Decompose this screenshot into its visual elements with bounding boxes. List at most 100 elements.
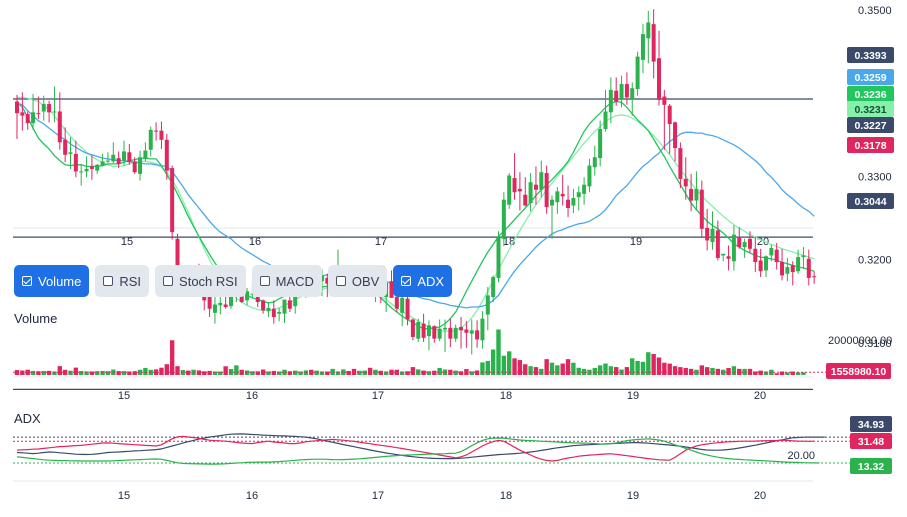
candle xyxy=(319,269,324,297)
candle-body xyxy=(812,276,817,278)
volume-bar xyxy=(132,371,137,375)
volume-bar xyxy=(367,367,373,375)
candle-body xyxy=(705,227,710,241)
candle xyxy=(389,270,394,298)
candle xyxy=(68,137,73,169)
candle-body xyxy=(699,189,704,229)
volume-bar xyxy=(555,365,560,375)
candle xyxy=(678,142,683,189)
candle-body xyxy=(459,326,464,331)
candle-body xyxy=(539,172,544,190)
candle-body xyxy=(132,161,137,173)
candle xyxy=(694,171,699,211)
volume-bar xyxy=(127,371,132,375)
volume-bar xyxy=(608,366,614,375)
candle-body xyxy=(571,198,576,206)
volume-bar xyxy=(346,370,351,375)
volume-bar xyxy=(480,362,485,375)
volume-bar xyxy=(410,367,416,375)
adx-chart: 20.00 15 16 17 18 19 20 34.93 31.48 13.32 xyxy=(13,416,892,502)
volume-bar xyxy=(79,371,84,375)
volume-bar xyxy=(635,360,640,375)
candle xyxy=(437,319,442,342)
candle xyxy=(785,257,790,282)
candle xyxy=(170,165,175,240)
adx-value-text: 13.32 xyxy=(858,461,884,473)
volume-bar xyxy=(30,370,36,375)
volume-bar xyxy=(325,371,330,375)
candle xyxy=(731,225,736,271)
candle-body xyxy=(721,253,726,256)
volume-bar xyxy=(801,372,806,375)
x-tick-label: 16 xyxy=(249,236,261,248)
candle xyxy=(266,302,271,318)
candle-body xyxy=(261,300,266,311)
candle-body xyxy=(255,293,260,303)
candle-body xyxy=(148,129,153,150)
candle xyxy=(84,156,89,178)
candle xyxy=(592,145,597,176)
candle-body xyxy=(68,152,73,154)
plus-di-line xyxy=(16,435,815,462)
candle-body xyxy=(154,130,159,132)
volume-bar xyxy=(25,369,30,375)
candle-body xyxy=(175,238,180,283)
volume-bar xyxy=(95,371,100,375)
volume-bar xyxy=(549,362,555,375)
candle xyxy=(501,192,506,247)
candle xyxy=(587,158,592,193)
price-label-badge xyxy=(847,193,894,209)
candle-body xyxy=(79,171,84,173)
adx-y-tick: 20.00 xyxy=(787,450,815,462)
obv-toggle[interactable]: OBV xyxy=(327,265,388,297)
volume-bar xyxy=(742,368,747,375)
candle xyxy=(715,220,720,261)
candle-body xyxy=(683,178,688,187)
candle xyxy=(143,142,148,162)
adx-toggle-label: ADX xyxy=(417,273,445,289)
checkbox-icon xyxy=(103,276,114,286)
volume-toggle[interactable]: Volume xyxy=(14,265,90,297)
candle xyxy=(801,247,806,269)
candle xyxy=(453,324,458,342)
candle xyxy=(812,271,817,284)
candle-body xyxy=(710,228,715,243)
candle-body xyxy=(25,114,30,124)
adx-toggle[interactable]: ADX xyxy=(393,265,453,297)
candle xyxy=(52,86,57,123)
rsi-toggle[interactable]: RSI xyxy=(95,265,150,297)
candle-body xyxy=(223,304,228,308)
volume-bar xyxy=(683,367,688,375)
candle-body xyxy=(410,319,415,337)
volume-bar xyxy=(667,363,672,375)
candle-body xyxy=(469,330,474,334)
candle xyxy=(753,237,758,273)
volume-bar xyxy=(528,366,533,375)
candle xyxy=(619,75,624,108)
volume-bar xyxy=(523,364,528,375)
candle xyxy=(758,248,763,278)
candle xyxy=(111,142,116,164)
candle-body xyxy=(533,184,538,190)
candle-body xyxy=(485,295,490,315)
candle xyxy=(138,150,143,181)
volume-bar xyxy=(46,370,52,375)
volume-bar xyxy=(496,329,501,375)
candle xyxy=(507,173,512,209)
macd-toggle[interactable]: MACD xyxy=(251,265,322,297)
volume-bar xyxy=(426,371,432,375)
y-tick-label: 0.3200 xyxy=(858,255,892,267)
volume-bar xyxy=(212,371,218,375)
candle-body xyxy=(127,152,132,163)
stoch-rsi-toggle[interactable]: Stoch RSI xyxy=(155,265,246,297)
volume-bar xyxy=(298,371,303,375)
minus-di-line xyxy=(16,437,820,465)
volume-bar xyxy=(362,370,367,375)
volume-bar xyxy=(405,371,410,375)
indicator-toolbar: Volume RSI Stoch RSI MACD OBV ADX xyxy=(14,265,453,299)
price-label-text: 0.3231 xyxy=(854,104,886,116)
candle-body xyxy=(774,249,779,263)
candle xyxy=(737,227,742,249)
volume-bar xyxy=(234,365,239,375)
candle xyxy=(116,151,121,169)
